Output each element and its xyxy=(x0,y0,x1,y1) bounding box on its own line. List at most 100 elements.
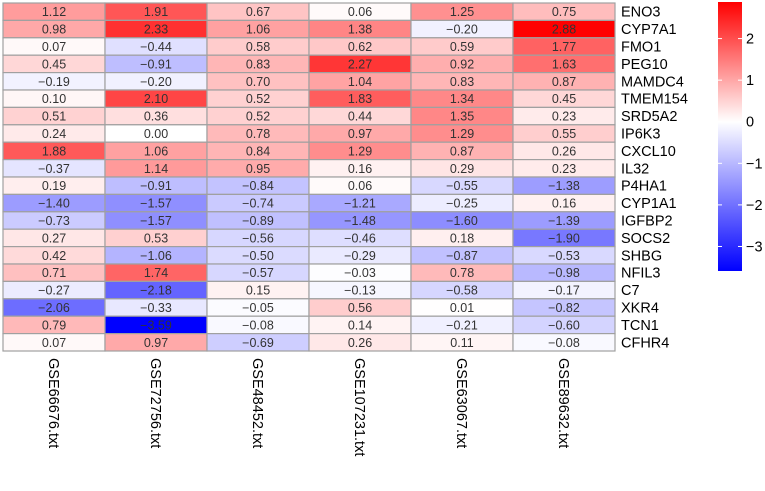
cell-value-label: −2.18 xyxy=(140,284,172,298)
cell-value-label: 1.38 xyxy=(348,23,372,37)
cell-value-label: −0.29 xyxy=(344,249,376,263)
cell-value-label: 0.51 xyxy=(42,110,66,124)
cell-value-label: 0.79 xyxy=(42,318,66,332)
cell-value-label: 1.77 xyxy=(552,40,576,54)
row-label: TCN1 xyxy=(621,318,659,334)
cell-value-label: 0.42 xyxy=(42,249,66,263)
cell-value-label: 0.23 xyxy=(552,162,576,176)
row-label: CYP1A1 xyxy=(621,196,677,212)
legend-tick-label: 0 xyxy=(746,115,754,131)
legend-color-bar xyxy=(718,2,742,271)
row-label: IGFBP2 xyxy=(621,214,673,230)
cell-value-label: −0.73 xyxy=(38,214,70,228)
row-label: MAMDC4 xyxy=(621,74,684,90)
cell-value-label: −1.21 xyxy=(344,197,376,211)
cell-value-label: −0.03 xyxy=(344,266,376,280)
row-label: CXCL10 xyxy=(621,144,676,160)
cell-value-label: −0.91 xyxy=(140,179,172,193)
cell-value-label: −1.90 xyxy=(548,231,580,245)
cell-value-label: −0.33 xyxy=(140,301,172,315)
cell-value-label: 0.07 xyxy=(42,40,66,54)
cell-value-label: 0.01 xyxy=(450,301,474,315)
cell-value-label: 1.88 xyxy=(42,144,66,158)
row-label: P4HA1 xyxy=(621,179,667,195)
column-label: GSE66676.txt xyxy=(45,358,61,448)
cell-value-label: 0.84 xyxy=(246,144,270,158)
cell-value-label: 0.78 xyxy=(246,127,270,141)
cell-value-label: 0.70 xyxy=(246,75,270,89)
cell-value-label: −0.27 xyxy=(38,284,70,298)
cell-value-label: 1.34 xyxy=(450,92,474,106)
cell-value-label: 0.36 xyxy=(144,110,168,124)
cell-value-label: −0.60 xyxy=(548,318,580,332)
cell-value-label: 1.04 xyxy=(348,75,372,89)
cell-value-label: 1.29 xyxy=(348,144,372,158)
legend-tick-label: −2 xyxy=(746,198,763,214)
cell-value-label: −0.20 xyxy=(446,23,478,37)
cell-value-label: 1.74 xyxy=(144,266,168,280)
cell-value-label: 0.97 xyxy=(144,336,168,350)
cell-value-label: −0.50 xyxy=(242,249,274,263)
cell-value-label: 0.23 xyxy=(552,110,576,124)
cell-value-label: −0.21 xyxy=(446,318,478,332)
cell-value-label: −0.58 xyxy=(446,284,478,298)
column-label: GSE72756.txt xyxy=(147,358,163,448)
cell-value-label: 2.10 xyxy=(144,92,168,106)
cell-value-label: 0.18 xyxy=(450,231,474,245)
cell-value-label: 2.27 xyxy=(348,57,372,71)
cell-value-label: −0.87 xyxy=(446,249,478,263)
cell-value-label: −1.40 xyxy=(38,197,70,211)
column-label: GSE48452.txt xyxy=(249,358,265,448)
row-label: FMO1 xyxy=(621,40,661,56)
cell-value-label: 0.52 xyxy=(246,110,270,124)
cell-value-label: −0.19 xyxy=(38,75,70,89)
cell-value-label: 0.27 xyxy=(42,231,66,245)
row-label: NFIL3 xyxy=(621,266,661,282)
cell-value-label: −1.39 xyxy=(548,214,580,228)
cell-value-label: −0.25 xyxy=(446,197,478,211)
cell-value-label: 0.07 xyxy=(42,336,66,350)
cell-value-label: 0.87 xyxy=(552,75,576,89)
cell-value-label: −0.84 xyxy=(242,179,274,193)
column-label: GSE63067.txt xyxy=(453,358,469,448)
cell-value-label: 0.98 xyxy=(42,23,66,37)
row-label: TMEM154 xyxy=(621,92,688,108)
cell-value-label: 0.58 xyxy=(246,40,270,54)
cell-value-label: −0.98 xyxy=(548,266,580,280)
cell-value-label: 0.16 xyxy=(348,162,372,176)
row-label: IP6K3 xyxy=(621,127,661,143)
cell-value-label: −0.55 xyxy=(446,179,478,193)
cell-value-label: 0.59 xyxy=(450,40,474,54)
legend-tick-label: 2 xyxy=(746,32,754,48)
row-label: IL32 xyxy=(621,161,649,177)
cell-value-label: 1.12 xyxy=(42,5,66,19)
cell-value-label: 1.25 xyxy=(450,5,474,19)
cell-value-label: 0.24 xyxy=(42,127,66,141)
cell-value-label: 0.06 xyxy=(348,179,372,193)
cell-value-label: 0.06 xyxy=(348,5,372,19)
cell-value-label: −0.13 xyxy=(344,284,376,298)
legend-tick-label: 1 xyxy=(746,73,754,89)
row-label: PEG10 xyxy=(621,57,668,73)
cell-value-label: 2.33 xyxy=(144,23,168,37)
cell-value-label: −0.89 xyxy=(242,214,274,228)
column-label: GSE107231.txt xyxy=(351,358,367,456)
cell-value-label: 0.95 xyxy=(246,162,270,176)
row-label: XKR4 xyxy=(621,301,659,317)
cell-value-label: −0.17 xyxy=(548,284,580,298)
column-label: GSE89632.txt xyxy=(555,358,571,448)
cell-value-label: −1.57 xyxy=(140,197,172,211)
cell-value-label: 0.11 xyxy=(450,336,473,350)
cell-value-label: 2.88 xyxy=(552,23,576,37)
cell-value-label: 0.83 xyxy=(246,57,270,71)
cell-value-label: 0.10 xyxy=(42,92,66,106)
cell-value-label: 0.97 xyxy=(348,127,372,141)
row-label: SOCS2 xyxy=(621,231,670,247)
cell-value-label: 0.75 xyxy=(552,5,576,19)
cell-value-label: 1.06 xyxy=(144,144,168,158)
cell-value-label: 0.26 xyxy=(348,336,372,350)
cell-value-label: 0.45 xyxy=(552,92,576,106)
row-label: CYP7A1 xyxy=(621,22,677,38)
